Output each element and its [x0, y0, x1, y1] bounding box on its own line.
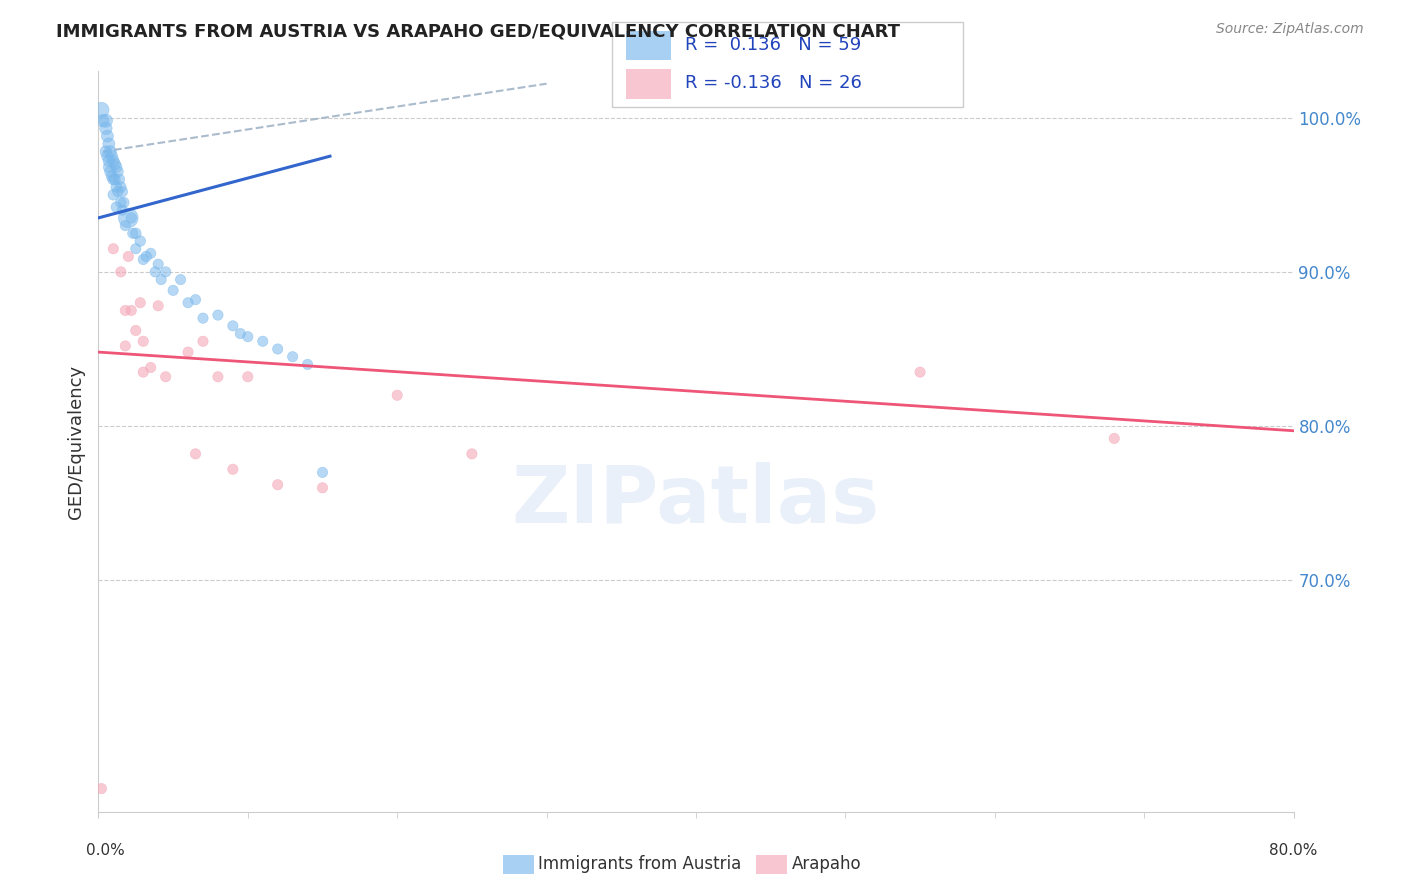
Point — [101, 149, 124, 163]
Point — [125, 227, 148, 241]
Text: R =  0.136   N = 59: R = 0.136 N = 59 — [686, 37, 862, 54]
FancyBboxPatch shape — [612, 22, 963, 107]
Text: Arapaho: Arapaho — [792, 855, 862, 873]
Point — [229, 326, 252, 341]
Point — [135, 249, 157, 264]
Point — [177, 295, 200, 310]
Point — [103, 172, 125, 186]
FancyBboxPatch shape — [626, 69, 672, 99]
Point — [97, 136, 120, 151]
Point — [236, 329, 259, 343]
FancyBboxPatch shape — [626, 31, 672, 61]
Point — [103, 153, 125, 168]
Point — [94, 145, 117, 159]
Point — [236, 369, 259, 384]
Point — [155, 369, 177, 384]
Point — [222, 462, 245, 476]
Point — [121, 227, 143, 241]
Text: Source: ZipAtlas.com: Source: ZipAtlas.com — [1216, 22, 1364, 37]
Point — [281, 350, 304, 364]
Point — [97, 153, 120, 168]
Point — [117, 211, 139, 225]
Point — [110, 180, 132, 194]
Point — [103, 242, 125, 256]
Point — [111, 185, 134, 199]
Point — [132, 334, 155, 349]
Point — [108, 172, 131, 186]
Point — [139, 246, 162, 260]
Point — [105, 160, 128, 174]
Point — [98, 145, 122, 159]
Point — [96, 129, 118, 144]
Point — [98, 164, 122, 178]
Text: R = -0.136   N = 26: R = -0.136 N = 26 — [686, 74, 862, 92]
Point — [385, 388, 409, 402]
Point — [129, 234, 152, 248]
Point — [908, 365, 931, 379]
Text: 80.0%: 80.0% — [1270, 843, 1317, 858]
Point — [252, 334, 274, 349]
Point — [120, 211, 142, 225]
Point — [90, 103, 112, 117]
Point — [129, 295, 152, 310]
Point — [97, 160, 120, 174]
Text: Immigrants from Austria: Immigrants from Austria — [538, 855, 742, 873]
Point — [1104, 432, 1126, 446]
Text: IMMIGRANTS FROM AUSTRIA VS ARAPAHO GED/EQUIVALENCY CORRELATION CHART: IMMIGRANTS FROM AUSTRIA VS ARAPAHO GED/E… — [56, 22, 900, 40]
Point — [104, 172, 127, 186]
Point — [96, 149, 118, 163]
Y-axis label: GED/Equivalency: GED/Equivalency — [66, 365, 84, 518]
Point — [184, 293, 207, 307]
Point — [207, 308, 229, 322]
Point — [191, 334, 214, 349]
Point — [110, 195, 132, 210]
Text: 0.0%: 0.0% — [86, 843, 125, 858]
Point — [107, 164, 129, 178]
Point — [184, 447, 207, 461]
Point — [207, 369, 229, 384]
Point — [162, 284, 184, 298]
Text: ZIPatlas: ZIPatlas — [512, 462, 880, 540]
Point — [107, 185, 129, 199]
Point — [148, 257, 170, 271]
Point — [117, 249, 139, 264]
Point — [112, 195, 135, 210]
Point — [105, 180, 128, 194]
Point — [191, 311, 214, 326]
Point — [461, 447, 484, 461]
Point — [297, 358, 319, 372]
Point — [94, 121, 117, 136]
Point — [177, 345, 200, 359]
Point — [111, 203, 134, 218]
Point — [105, 200, 128, 214]
Point — [114, 219, 136, 233]
Point — [91, 113, 114, 128]
Point — [267, 477, 290, 491]
Point — [311, 481, 333, 495]
Point — [169, 272, 191, 286]
Point — [114, 339, 136, 353]
Point — [311, 466, 333, 480]
Point — [120, 303, 142, 318]
Point — [104, 157, 127, 171]
Point — [222, 318, 245, 333]
Point — [125, 324, 148, 338]
Point — [110, 265, 132, 279]
Point — [132, 252, 155, 267]
Point — [132, 365, 155, 379]
Point — [150, 272, 173, 286]
Point — [148, 299, 170, 313]
Point — [103, 187, 125, 202]
Point — [155, 265, 177, 279]
Point — [139, 360, 162, 375]
Point — [125, 242, 148, 256]
Point — [101, 169, 124, 184]
Point — [143, 265, 166, 279]
Point — [267, 342, 290, 356]
Point — [94, 113, 117, 128]
Point — [114, 303, 136, 318]
Point — [90, 781, 112, 796]
